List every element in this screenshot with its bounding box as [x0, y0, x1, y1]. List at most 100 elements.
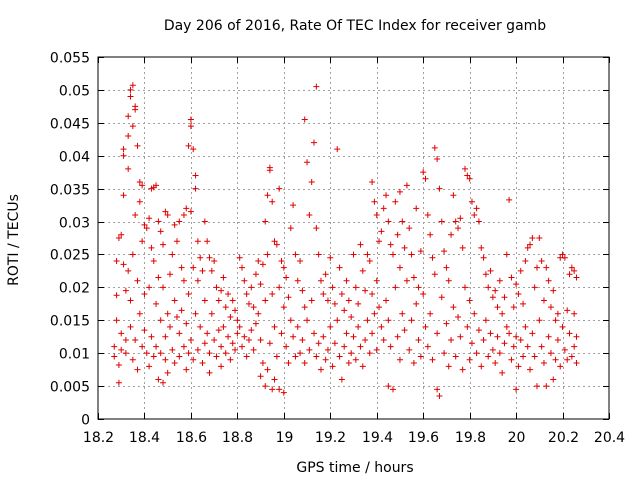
- x-tick-label: 20: [508, 430, 526, 446]
- data-point: [127, 93, 134, 100]
- data-point: [236, 323, 243, 330]
- data-point: [185, 142, 192, 149]
- data-point: [278, 330, 285, 337]
- data-point: [485, 284, 492, 291]
- data-point: [427, 231, 434, 238]
- data-point: [171, 297, 178, 304]
- data-point: [227, 313, 234, 320]
- data-point: [378, 228, 385, 235]
- y-tick-label: 0.045: [50, 117, 90, 133]
- data-point: [134, 277, 141, 284]
- data-point: [522, 323, 529, 330]
- data-point: [183, 366, 190, 373]
- data-point: [401, 244, 408, 251]
- data-point: [304, 317, 311, 324]
- data-point: [129, 82, 136, 89]
- data-point: [192, 172, 199, 179]
- data-point: [148, 244, 155, 251]
- data-point: [515, 290, 522, 297]
- data-point: [403, 182, 410, 189]
- data-point: [324, 297, 331, 304]
- data-point: [185, 290, 192, 297]
- data-point: [436, 392, 443, 399]
- data-point: [283, 343, 290, 350]
- data-point: [197, 323, 204, 330]
- data-point: [471, 310, 478, 317]
- data-point: [399, 310, 406, 317]
- data-point: [406, 346, 413, 353]
- data-point: [287, 317, 294, 324]
- data-point: [211, 337, 218, 344]
- data-point: [429, 356, 436, 363]
- data-point: [520, 300, 527, 307]
- data-point: [466, 175, 473, 182]
- data-point: [492, 287, 499, 294]
- data-point: [129, 123, 136, 130]
- data-point: [213, 353, 220, 360]
- data-point: [311, 139, 318, 146]
- data-point: [125, 267, 132, 274]
- data-point: [306, 346, 313, 353]
- data-point: [434, 156, 441, 163]
- data-point: [301, 116, 308, 123]
- data-point: [387, 343, 394, 350]
- data-point: [380, 337, 387, 344]
- data-point: [225, 333, 232, 340]
- data-point: [471, 211, 478, 218]
- data-point: [250, 346, 257, 353]
- y-axis-label: ROTI / TECUs: [6, 194, 22, 286]
- data-point: [455, 225, 462, 232]
- data-point: [540, 360, 547, 367]
- data-point: [501, 294, 508, 301]
- data-point: [115, 362, 122, 369]
- data-point: [306, 211, 313, 218]
- data-point: [482, 317, 489, 324]
- data-point: [396, 188, 403, 195]
- y-tick-label: 0.02: [59, 281, 90, 297]
- data-point: [345, 360, 352, 367]
- data-point: [204, 238, 211, 245]
- data-point: [480, 254, 487, 261]
- data-point: [554, 337, 561, 344]
- data-point: [266, 167, 273, 174]
- data-point: [401, 327, 408, 334]
- data-point: [225, 290, 232, 297]
- data-point: [234, 330, 241, 337]
- data-point: [234, 317, 241, 324]
- data-point: [362, 287, 369, 294]
- data-point: [118, 330, 125, 337]
- data-point: [557, 363, 564, 370]
- data-point: [211, 258, 218, 265]
- data-point: [413, 205, 420, 212]
- data-point: [324, 346, 331, 353]
- data-point: [322, 271, 329, 278]
- data-point: [527, 241, 534, 248]
- data-point: [520, 353, 527, 360]
- data-point: [178, 264, 185, 271]
- data-point: [273, 241, 280, 248]
- x-tick-label: 18.4: [129, 430, 160, 446]
- data-point: [297, 350, 304, 357]
- data-point: [513, 333, 520, 340]
- data-point: [573, 360, 580, 367]
- data-point: [252, 320, 259, 327]
- data-point: [257, 373, 264, 380]
- y-tick-label: 0.035: [50, 183, 90, 199]
- data-point: [243, 353, 250, 360]
- data-point: [396, 356, 403, 363]
- data-point: [350, 251, 357, 258]
- data-point: [262, 297, 269, 304]
- data-point: [292, 251, 299, 258]
- data-point: [496, 277, 503, 284]
- data-point: [459, 366, 466, 373]
- data-point: [173, 238, 180, 245]
- data-point: [248, 284, 255, 291]
- data-point: [129, 251, 136, 258]
- data-point: [547, 350, 554, 357]
- data-point: [355, 323, 362, 330]
- data-point: [141, 327, 148, 334]
- data-point: [452, 353, 459, 360]
- data-point: [508, 274, 515, 281]
- data-point: [478, 363, 485, 370]
- data-point: [180, 343, 187, 350]
